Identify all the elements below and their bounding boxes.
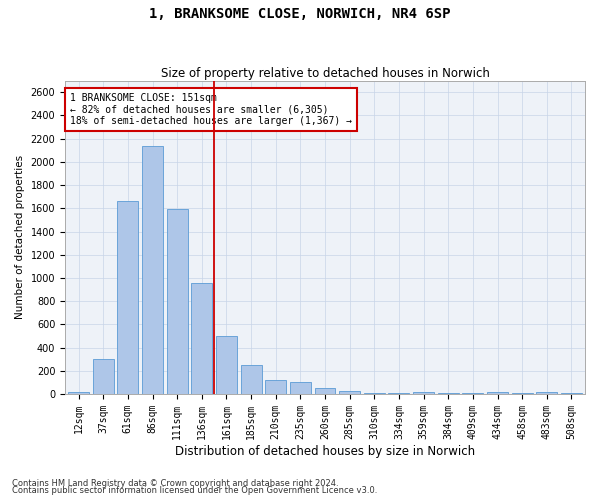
Text: 1 BRANKSOME CLOSE: 151sqm
← 82% of detached houses are smaller (6,305)
18% of se: 1 BRANKSOME CLOSE: 151sqm ← 82% of detac… — [70, 93, 352, 126]
Bar — [536, 392, 557, 394]
Title: Size of property relative to detached houses in Norwich: Size of property relative to detached ho… — [161, 66, 490, 80]
Bar — [68, 392, 89, 394]
Bar — [167, 210, 188, 394]
Text: Contains public sector information licensed under the Open Government Licence v3: Contains public sector information licen… — [12, 486, 377, 495]
Bar — [265, 380, 286, 394]
Text: Contains HM Land Registry data © Crown copyright and database right 2024.: Contains HM Land Registry data © Crown c… — [12, 478, 338, 488]
Bar — [339, 391, 360, 394]
Bar — [487, 392, 508, 394]
Bar — [290, 382, 311, 394]
Bar — [413, 392, 434, 394]
Bar — [314, 388, 335, 394]
Text: 1, BRANKSOME CLOSE, NORWICH, NR4 6SP: 1, BRANKSOME CLOSE, NORWICH, NR4 6SP — [149, 8, 451, 22]
Bar — [142, 146, 163, 394]
Bar — [438, 393, 459, 394]
Bar — [364, 393, 385, 394]
X-axis label: Distribution of detached houses by size in Norwich: Distribution of detached houses by size … — [175, 444, 475, 458]
Bar — [241, 365, 262, 394]
Y-axis label: Number of detached properties: Number of detached properties — [15, 156, 25, 320]
Bar — [93, 359, 113, 394]
Bar — [216, 336, 237, 394]
Bar — [388, 393, 409, 394]
Bar — [118, 202, 139, 394]
Bar — [191, 282, 212, 394]
